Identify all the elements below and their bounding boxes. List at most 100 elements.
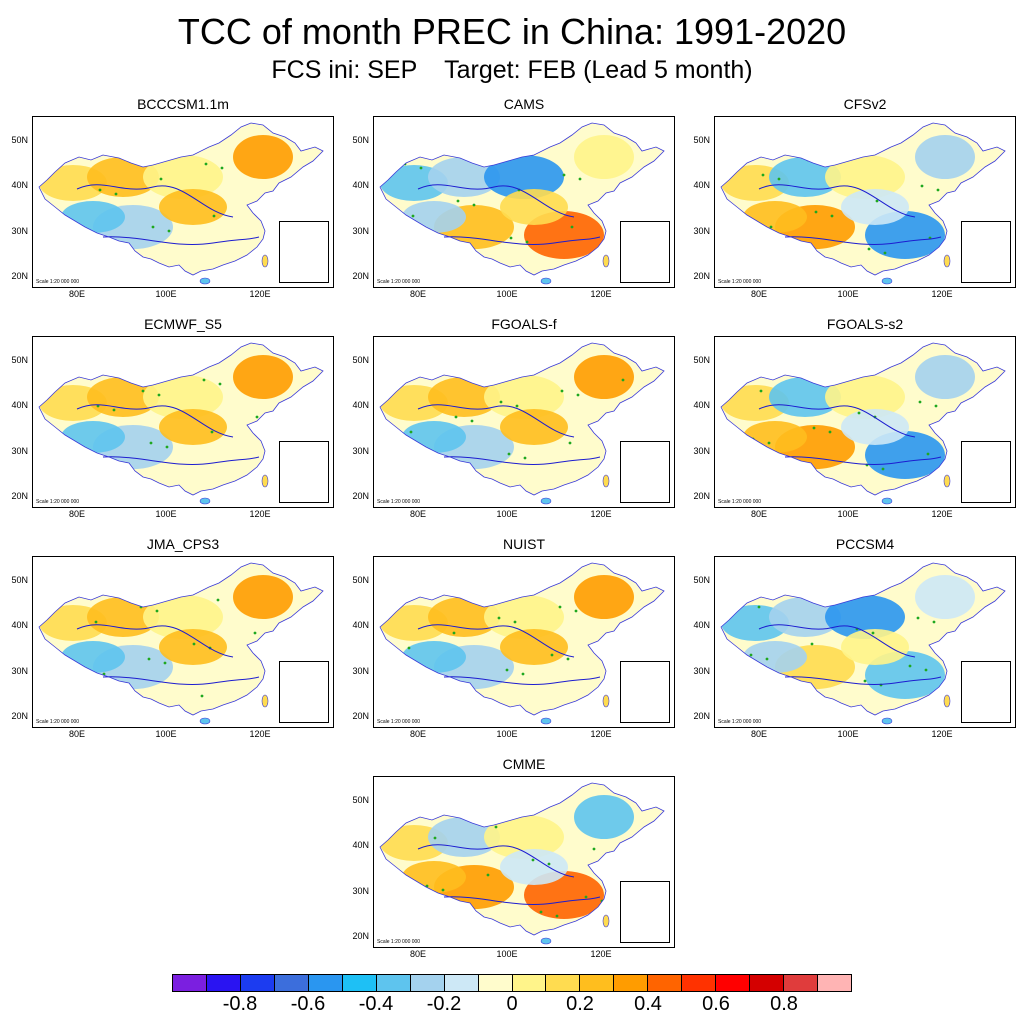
river-line [417,404,575,438]
island-taiwan [602,914,610,928]
river-line [758,404,916,438]
island-hainan [881,717,893,725]
significance-dot [151,225,155,229]
significance-dot [210,430,214,434]
lon-tick-label: 120E [590,289,612,299]
country-outline [720,122,1006,276]
correlation-patch [500,629,568,665]
significance-dot [155,609,159,613]
significance-dot [441,888,445,892]
significance-dot [550,653,554,657]
significance-dot [920,184,924,188]
colorbar-tick-label: -0.2 [426,993,462,1015]
map-panel: PCCSM4 50N 40N 30N 20N 80E 100E 120E Scale 1:20 … [690,536,1020,739]
river-line [758,184,916,218]
lon-tick-label: 120E [931,289,953,299]
significance-dot [568,441,572,445]
significance-dot [871,631,875,635]
colorbar-swatch [579,974,614,992]
significance-dot [419,166,423,170]
significance-dot [141,389,145,393]
significance-dot [936,188,940,192]
significance-dot [916,616,920,620]
lon-tick-label: 100E [496,949,518,959]
lat-tick-label: 40N [693,180,710,190]
lon-tick-label: 120E [590,509,612,519]
lat-tick-label: 50N [352,355,369,365]
colorbar-tick-label: 0.8 [770,993,798,1015]
colorbar-swatch [409,974,444,992]
map-frame: Scale 1:20 000 000 [373,556,675,728]
map-panel: NUIST 50N 40N 30N 20N 80E 100E 120E Scale 1:20 0… [349,536,679,739]
significance-dot [857,411,861,415]
significance-dot [263,467,267,471]
significance-dot [464,251,468,255]
correlation-patch [484,155,564,199]
lat-tick-label: 50N [11,355,28,365]
correlation-patch [500,409,568,445]
figure-subtitle: FCS ini: SEP Target: FEB (Lead 5 month) [271,56,753,84]
significance-dot [515,404,519,408]
lat-tick-label: 40N [11,180,28,190]
significance-dot [531,858,535,862]
significance-dot [411,214,415,218]
island-hainan [199,497,211,505]
significance-dot [407,646,411,650]
significance-dot [932,620,936,624]
correlation-patch [402,861,466,893]
significance-dot [555,914,559,918]
river-line [417,184,575,218]
lon-tick-label: 100E [155,509,177,519]
significance-dot [521,672,525,676]
map-frame: Scale 1:20 000 000 [373,336,675,508]
significance-dot [114,192,118,196]
significance-dot [497,616,501,620]
lat-tick-label: 20N [693,711,710,721]
colorbar-swatch [443,974,478,992]
significance-dot [867,247,871,251]
lon-tick-label: 100E [837,289,859,299]
significance-dot [149,441,153,445]
significance-dot [157,393,161,397]
country-outline [38,122,324,276]
south-china-sea-inset [279,661,329,723]
river-line [102,676,260,686]
significance-dot [444,679,448,683]
south-china-sea-inset [620,221,670,283]
island-taiwan [261,694,269,708]
significance-dot [478,821,482,825]
colorbar-swatch [715,974,750,992]
lon-tick-label: 120E [249,729,271,739]
significance-dot [472,203,476,207]
lon-tick-label: 80E [409,729,426,739]
significance-dot [828,430,832,434]
lat-tick-label: 40N [352,180,369,190]
colorbar-swatch [783,974,818,992]
correlation-patch [769,597,841,637]
island-taiwan [261,254,269,268]
significance-dot [576,393,580,397]
correlation-patch [825,375,905,419]
significance-dot [470,419,474,423]
lon-tick-label: 100E [496,289,518,299]
river-line [784,456,942,466]
scale-note: Scale 1:20 000 000 [36,499,80,505]
significance-dot [908,664,912,668]
colorbar-swatch [273,974,308,992]
colorbar-swatch [647,974,682,992]
significance-dot [163,661,167,665]
lon-tick-label: 100E [837,509,859,519]
island-hainan [881,497,893,505]
panel-title: BCCCSM1.1m [137,96,229,112]
significance-dot [216,598,220,602]
country-outline [379,342,665,496]
significance-dot [757,605,761,609]
river-line [443,456,601,466]
significance-dot [507,452,511,456]
significance-dot [509,236,513,240]
lon-tick-label: 120E [590,949,612,959]
significance-dot [88,452,92,456]
lat-tick-label: 50N [352,135,369,145]
significance-dot [820,378,824,382]
river-line [76,624,234,658]
